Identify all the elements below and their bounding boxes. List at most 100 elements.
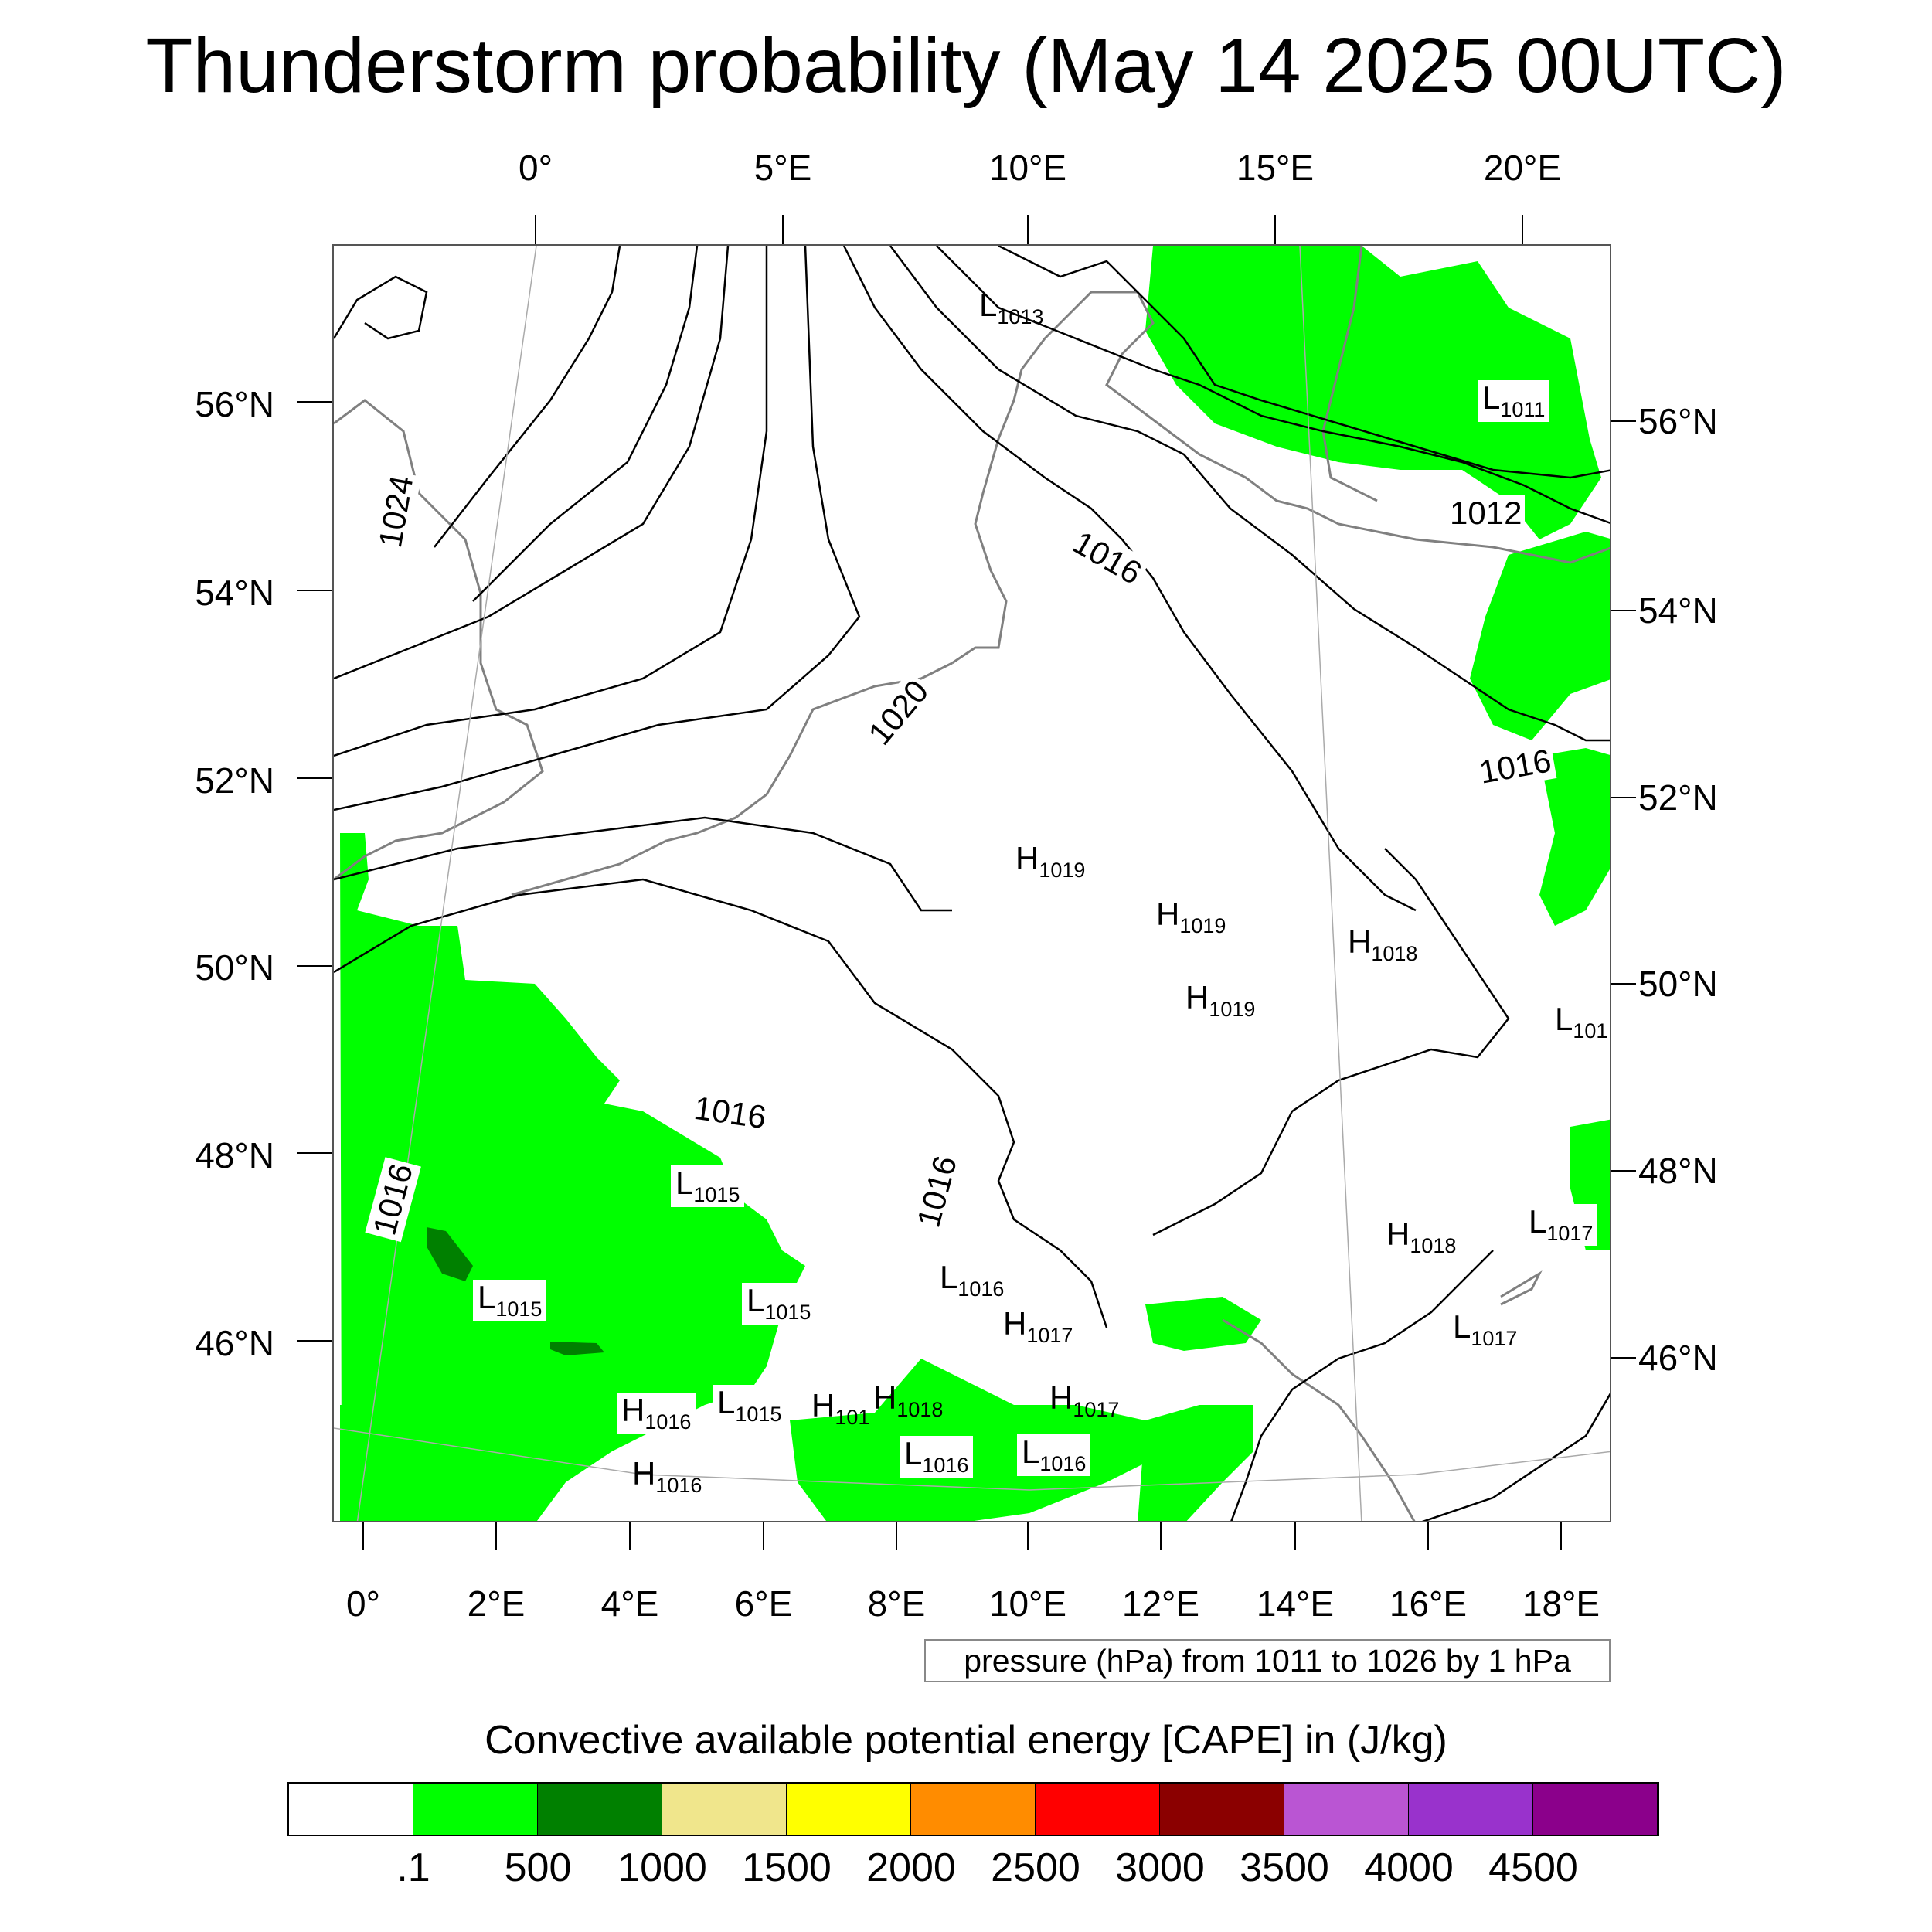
bottom-tick-label: 16°E	[1389, 1583, 1468, 1624]
bottom-tick-label: 6°E	[734, 1583, 793, 1624]
pressure-center: L101	[1555, 1001, 1608, 1043]
bottom-tick-label: 8°E	[867, 1583, 926, 1624]
cape-high-region	[550, 1342, 604, 1355]
colorbar-swatch	[1160, 1784, 1284, 1835]
colorbar-label: 500	[504, 1845, 572, 1890]
right-tick-label: 54°N	[1638, 590, 1718, 631]
coastline-benelux	[511, 662, 953, 896]
cape-high-region	[427, 1227, 473, 1281]
graticule-layer	[334, 246, 1610, 1521]
colorbar-swatch	[662, 1784, 787, 1835]
bottom-tick-label: 4°E	[600, 1583, 659, 1624]
isobar-label: 1012	[1447, 495, 1526, 532]
colorbar-label: 3000	[1115, 1845, 1205, 1890]
colorbar-swatch	[289, 1784, 413, 1835]
pressure-center: L1013	[979, 287, 1044, 328]
coastline-sweden	[1321, 246, 1378, 502]
pressure-center: H101	[811, 1387, 870, 1429]
cape-fill-layer	[340, 246, 1610, 1521]
cape-region-slovenia	[1145, 1297, 1261, 1351]
pressure-center: H1016	[617, 1393, 696, 1434]
pressure-contour-note: pressure (hPa) from 1011 to 1026 by 1 hP…	[924, 1639, 1611, 1682]
pressure-center: H1019	[1185, 979, 1256, 1021]
coastline-layer	[334, 246, 1610, 1521]
map-panel: 1024 1020 1016 1012 1016 1016 1016 1016 …	[332, 244, 1611, 1522]
isobar-layer	[334, 246, 1610, 1521]
bottom-tick-label: 14°E	[1256, 1583, 1335, 1624]
map-title: Thunderstorm probability (May 14 2025 00…	[145, 22, 1787, 109]
pressure-center: L1016	[940, 1259, 1005, 1301]
top-tick	[1027, 215, 1029, 244]
top-tick-label: 0°	[519, 148, 553, 188]
top-tick	[535, 215, 536, 244]
pressure-center: L1017	[1453, 1308, 1518, 1350]
bottom-tick	[1027, 1522, 1029, 1550]
pressure-center: L1017	[1524, 1204, 1598, 1246]
isobar-line	[334, 275, 428, 340]
left-tick-label: 46°N	[195, 1323, 274, 1363]
bottom-tick-label: 2°E	[467, 1583, 526, 1624]
left-tick-label: 54°N	[195, 573, 274, 613]
isobar-line	[334, 246, 768, 757]
cape-region-east-edge	[1539, 748, 1610, 926]
colorbar-label: 4000	[1364, 1845, 1454, 1890]
isobar-line	[936, 246, 1610, 524]
left-tick-label: 52°N	[195, 760, 274, 801]
right-tick-label: 50°N	[1638, 964, 1718, 1004]
colorbar	[287, 1782, 1659, 1836]
pressure-center: H1017	[1003, 1305, 1073, 1347]
top-tick-label: 5°E	[753, 148, 812, 188]
isobar-line	[334, 246, 730, 680]
bottom-tick	[1560, 1522, 1562, 1550]
pressure-center: L1016	[900, 1436, 974, 1478]
pressure-center: H1018	[1348, 923, 1418, 965]
bottom-tick	[1294, 1522, 1296, 1550]
pressure-center: H1017	[1049, 1379, 1120, 1421]
colorbar-swatch	[1533, 1784, 1658, 1835]
colorbar-title: Convective available potential energy [C…	[485, 1718, 1447, 1763]
colorbar-swatch	[911, 1784, 1036, 1835]
isobar-line	[1152, 848, 1510, 1236]
colorbar-swatch	[538, 1784, 662, 1835]
bottom-tick-label: 10°E	[988, 1583, 1067, 1624]
bottom-tick	[495, 1522, 497, 1550]
colorbar-swatch	[1284, 1784, 1409, 1835]
top-tick	[1274, 215, 1276, 244]
graticule-line	[334, 1427, 1610, 1491]
top-tick-label: 10°E	[988, 148, 1067, 188]
colorbar-label: 1500	[742, 1845, 832, 1890]
cape-region-west-france	[340, 833, 805, 1521]
right-tick-label: 56°N	[1638, 401, 1718, 441]
left-tick	[297, 401, 332, 403]
isobar-line	[472, 246, 699, 602]
isobar-line	[434, 246, 621, 548]
top-tick-label: 20°E	[1483, 148, 1562, 188]
top-tick	[1522, 215, 1523, 244]
pressure-center: H1016	[632, 1455, 702, 1497]
right-tick	[1611, 610, 1636, 611]
right-tick	[1611, 1357, 1636, 1359]
left-tick	[297, 1152, 332, 1154]
bottom-tick-label: 0°	[346, 1583, 380, 1624]
bottom-tick	[362, 1522, 364, 1550]
colorbar-label: 4500	[1488, 1845, 1578, 1890]
right-tick	[1611, 797, 1636, 798]
bottom-tick	[629, 1522, 631, 1550]
left-tick	[297, 777, 332, 779]
graticule-line	[1299, 246, 1362, 1521]
cape-region-poland-north	[1470, 532, 1610, 740]
graticule-line	[356, 246, 537, 1521]
left-tick	[297, 1340, 332, 1342]
cape-region-baltic	[1145, 246, 1601, 539]
left-tick-label: 50°N	[195, 947, 274, 988]
colorbar-swatch	[1409, 1784, 1533, 1835]
isobar-line	[998, 246, 1610, 479]
coastline-adriatic	[1222, 1318, 1416, 1521]
cape-region-west-lower	[340, 1405, 417, 1521]
pressure-center: L1011	[1478, 380, 1550, 422]
pressure-center: H1018	[1386, 1216, 1457, 1257]
isobar-line	[889, 246, 1610, 742]
colorbar-label: 3500	[1240, 1845, 1329, 1890]
right-tick	[1611, 983, 1636, 985]
colorbar-swatch	[1036, 1784, 1160, 1835]
